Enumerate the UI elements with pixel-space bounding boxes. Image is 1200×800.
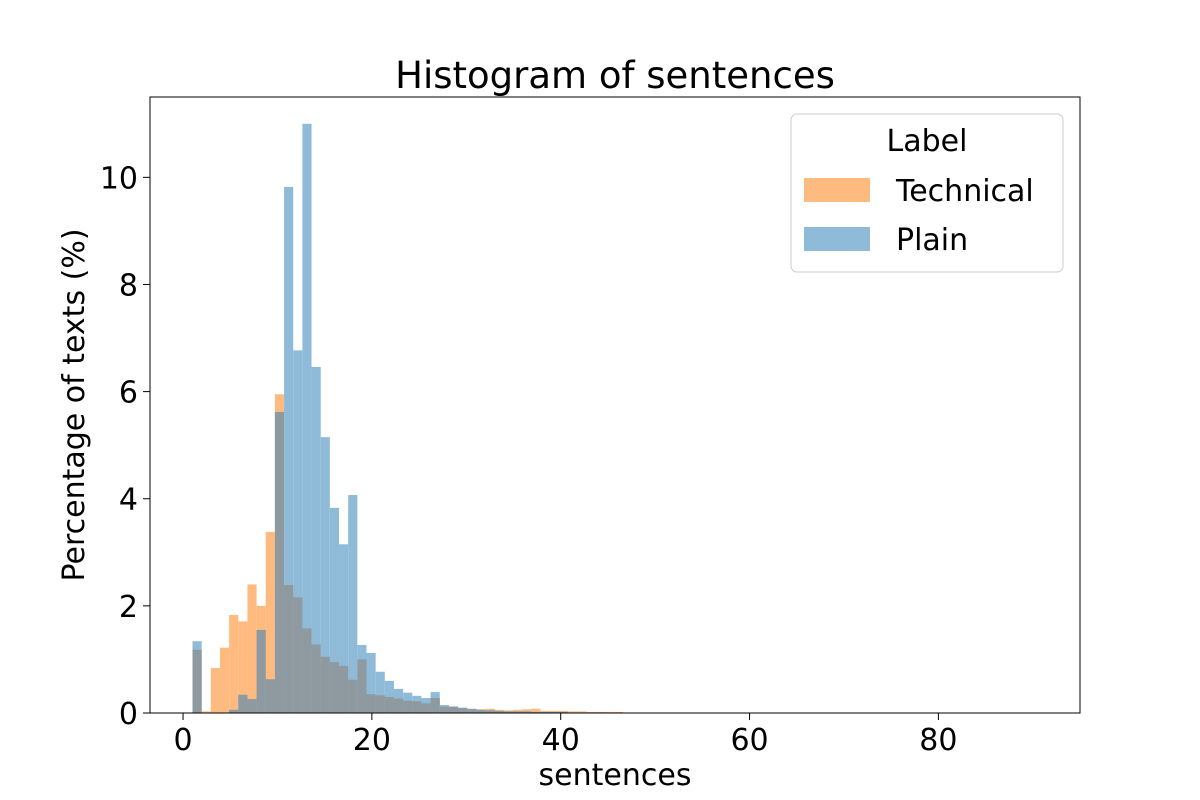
x-axis: 0 20 40 60 80 [173, 713, 957, 758]
bar-technical-45 [604, 711, 614, 713]
bar-overlap-15 [329, 662, 340, 713]
bar-technical-2 [210, 668, 220, 713]
bar-plain-16 [339, 544, 349, 713]
y-tick-label-5: 10 [100, 161, 138, 196]
legend: Label Technical Plain [790, 113, 1064, 273]
plot-frame [149, 96, 1081, 714]
bar-overlap-17 [348, 679, 358, 713]
y-tick-label-2: 4 [119, 483, 138, 518]
bar-technical-36 [522, 709, 532, 713]
legend-title: Label [887, 124, 968, 159]
plot-area [192, 123, 623, 714]
bar-overlap-13 [311, 644, 321, 713]
bar-plain-14 [320, 437, 330, 713]
bar-plain-11 [293, 350, 303, 713]
bar-technical-41 [567, 711, 578, 713]
bar-plain-19 [366, 653, 376, 713]
legend-label-technical: Technical [895, 174, 1034, 209]
y-axis-label: Percentage of texts (%) [57, 228, 92, 581]
bar-overlap-14 [320, 656, 330, 713]
bar-overlap-20 [375, 695, 385, 713]
bar-plain-10 [284, 186, 294, 714]
bar-overlap-23 [403, 700, 413, 713]
bar-overlap-12 [302, 628, 312, 713]
x-tick-label-4: 80 [919, 723, 957, 758]
bar-overlap-6 [247, 699, 257, 713]
bar-overlap-37 [531, 711, 541, 713]
bar-overlap-28 [448, 706, 459, 713]
bar-overlap-9 [274, 411, 285, 713]
bar-overlap-29 [458, 708, 468, 713]
bar-plain-12 [302, 123, 312, 713]
bar-overlap-4 [229, 709, 239, 713]
bar-overlap-11 [293, 597, 303, 713]
bar-plain-20 [375, 671, 385, 713]
bar-technical-3 [219, 647, 230, 713]
bar-technical-4 [229, 614, 239, 713]
x-axis-label: sentences [539, 758, 692, 793]
bar-overlap-39 [549, 711, 559, 713]
bar-plain-17 [348, 494, 358, 713]
bar-overlap-35 [513, 711, 523, 713]
bar-technical-6 [247, 584, 257, 713]
y-tick-label-1: 2 [119, 590, 138, 625]
bar-overlap-18 [357, 659, 367, 713]
bar-plain-13 [311, 366, 321, 713]
legend-label-plain: Plain [896, 223, 968, 258]
bar-overlap-22 [393, 698, 404, 713]
bar-overlap-30 [467, 709, 477, 713]
bar-overlap-36 [522, 711, 532, 713]
bar-technical-37 [531, 708, 541, 713]
bar-overlap-19 [366, 694, 376, 713]
bar-technical-5 [238, 621, 248, 713]
chart-title: Histogram of sentences [395, 54, 835, 97]
bar-overlap-16 [339, 665, 349, 713]
bar-technical-1 [201, 711, 211, 713]
y-tick-label-3: 6 [119, 376, 138, 411]
bar-overlap-27 [439, 706, 449, 713]
x-tick-label-1: 20 [353, 723, 391, 758]
bar-overlap-33 [494, 710, 504, 713]
bar-overlap-26 [430, 698, 440, 713]
x-tick-label-3: 60 [730, 723, 768, 758]
bar-overlap-7 [256, 629, 266, 713]
bar-overlap-5 [238, 694, 248, 713]
legend-swatch-technical [804, 178, 870, 202]
bar-overlap-40 [558, 711, 568, 713]
bar-overlap-21 [384, 696, 394, 713]
bar-overlap-31 [476, 709, 486, 713]
y-tick-label-4: 8 [119, 268, 138, 303]
bar-overlap-25 [421, 703, 431, 713]
bar-technical-46 [613, 711, 623, 713]
legend-swatch-plain [804, 227, 870, 251]
x-tick-label-0: 0 [173, 723, 192, 758]
y-axis: 0 2 4 6 8 10 [100, 161, 150, 732]
x-tick-label-2: 40 [542, 723, 580, 758]
series-overlap [192, 411, 605, 713]
bar-overlap-34 [503, 711, 514, 713]
bar-technical-8 [265, 531, 275, 713]
bar-overlap-38 [540, 711, 550, 713]
bar-overlap-0 [192, 649, 202, 713]
bar-overlap-10 [284, 584, 294, 713]
bar-overlap-8 [265, 679, 275, 713]
bar-technical-42 [577, 711, 587, 713]
y-tick-label-0: 0 [119, 697, 138, 732]
bar-plain-15 [329, 507, 340, 713]
bar-overlap-24 [412, 701, 422, 713]
bar-overlap-32 [485, 710, 495, 713]
